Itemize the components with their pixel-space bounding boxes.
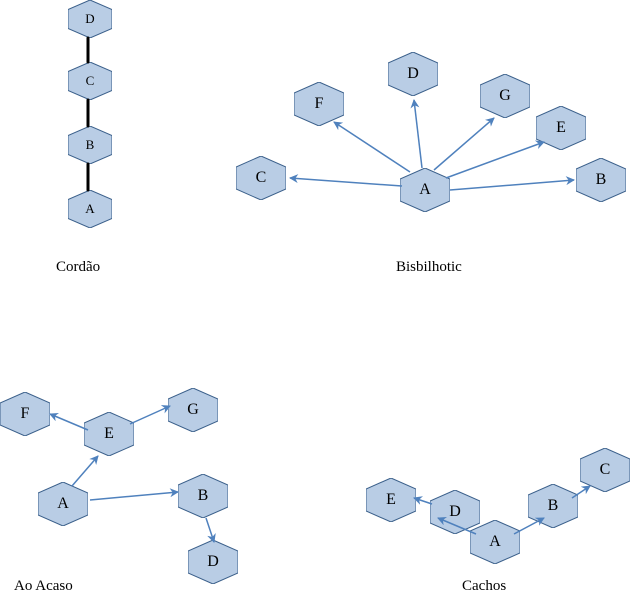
aoacaso-node-B-label: B [198,487,209,505]
bisbilhotic-node-E-label: E [556,119,566,137]
aoacaso-node-E-label: E [104,425,114,443]
aoacaso-node-D-label: D [207,553,219,571]
bisbilhotic-node-F: F [294,82,344,126]
cachos-node-A-label: A [489,533,501,551]
aoacaso-node-E: E [84,412,134,456]
aoacaso-node-A: A [38,482,88,526]
cachos-node-B: B [528,484,578,528]
cordao-node-C: C [68,62,112,100]
aoacaso-node-G: G [168,388,218,432]
arrow [450,180,574,190]
arrow [446,142,544,178]
arrow [290,178,402,186]
arrow [50,414,88,430]
bisbilhotic-node-B-label: B [596,171,607,189]
arrow [414,100,422,168]
bisbilhotic-node-D: D [388,52,438,96]
bisbilhotic-node-C-label: C [256,169,267,187]
bisbilhotic-node-G: G [480,74,530,118]
bisbilhotic-node-G-label: G [499,87,511,105]
cachos-label: Cachos [462,578,506,595]
aoacaso-node-B: B [178,474,228,518]
arrow [334,122,410,172]
cordao-node-A: A [68,190,112,228]
cordao-label: Cordão [56,259,100,276]
aoacaso-node-F: F [0,392,50,436]
cordao-node-D-label: D [85,11,94,27]
cachos-node-A: A [470,520,520,564]
bisbilhotic-node-C: C [236,156,286,200]
arrow [90,492,178,500]
aoacaso-node-A-label: A [57,495,69,513]
cachos-node-C: C [580,448,630,492]
cachos-node-B-label: B [548,497,559,515]
arrow [130,406,170,424]
aoacaso-node-D: D [188,540,238,584]
cordao-node-A-label: A [85,201,94,217]
aoacaso-label: Ao Acaso [14,578,73,595]
cachos-node-D-label: D [449,503,461,521]
cachos-node-E-label: E [386,491,396,509]
aoacaso-node-F-label: F [21,405,30,423]
cordao-node-C-label: C [86,73,95,89]
bisbilhotic-label: Bisbilhotic [396,259,462,276]
bisbilhotic-node-E: E [536,106,586,150]
bisbilhotic-node-F-label: F [315,95,324,113]
cordao-node-B: B [68,126,112,164]
bisbilhotic-node-A: A [400,168,450,212]
arrow [206,518,214,542]
bisbilhotic-node-D-label: D [407,65,419,83]
aoacaso-node-G-label: G [187,401,199,419]
cachos-node-E: E [366,478,416,522]
bisbilhotic-node-B: B [576,158,626,202]
cordao-node-B-label: B [86,137,95,153]
bisbilhotic-node-A-label: A [419,181,431,199]
arrow [434,118,494,170]
cordao-node-D: D [68,0,112,38]
cachos-node-C-label: C [600,461,611,479]
